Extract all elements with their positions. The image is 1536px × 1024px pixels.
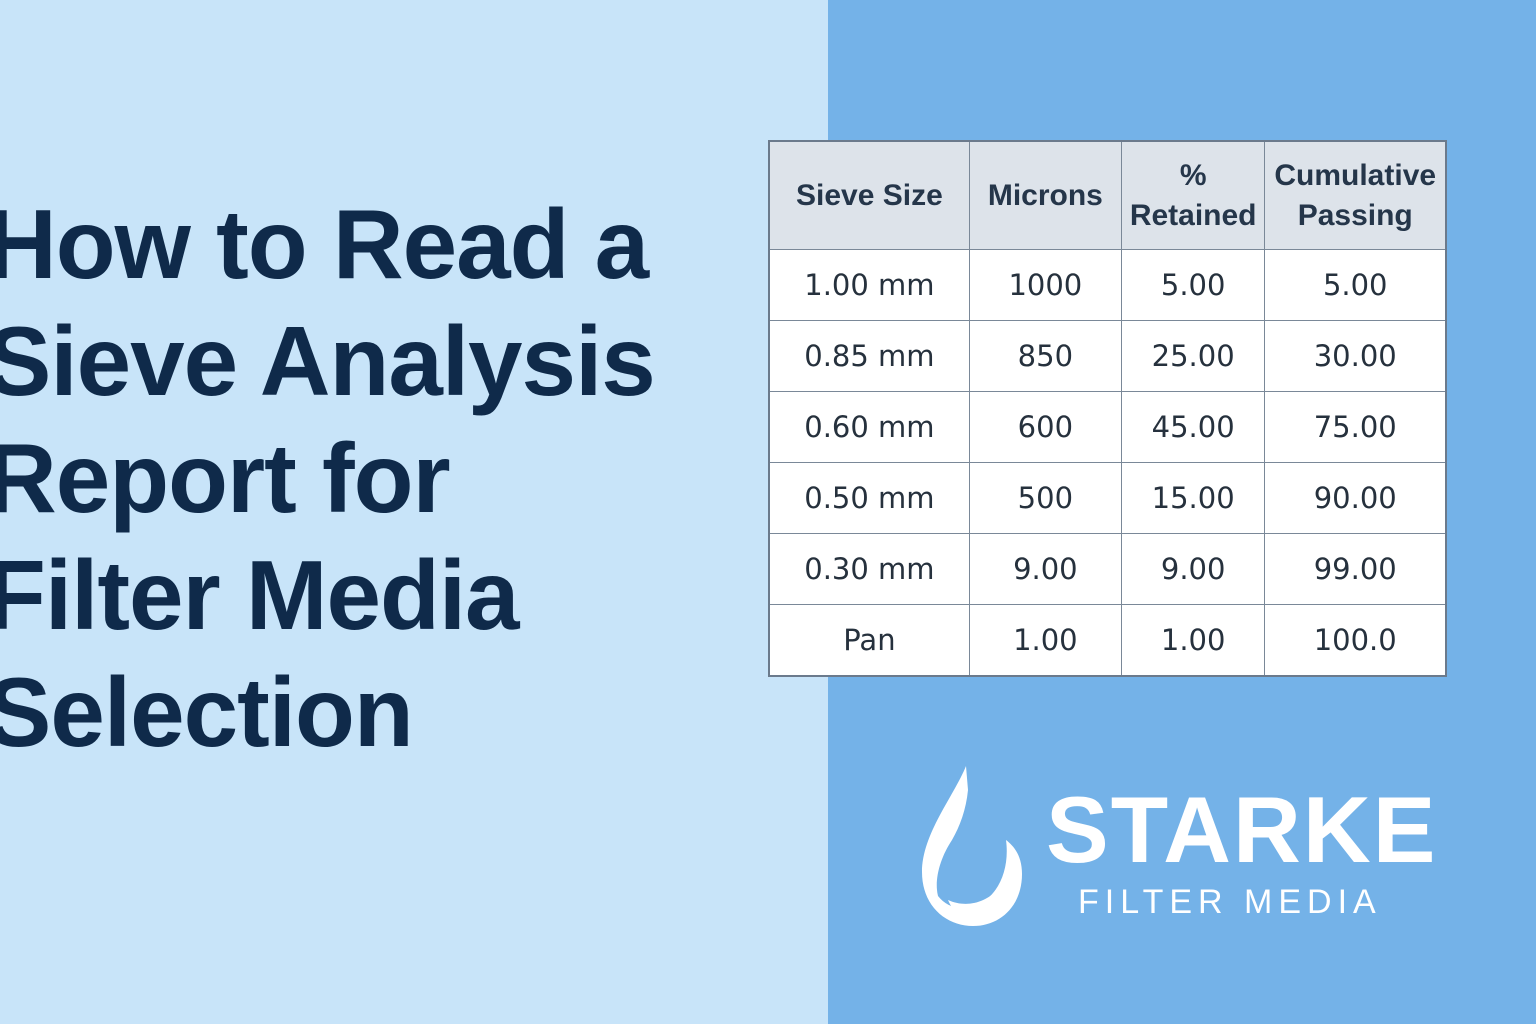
cell-percent-retained: 45.00 xyxy=(1120,391,1266,463)
water-drop-icon xyxy=(922,766,1022,926)
cell-sieve-size: 0.50 mm xyxy=(768,462,970,534)
sieve-analysis-table: Sieve Size Microns % Retained Cumulative… xyxy=(768,140,1447,677)
table-header-row: Sieve Size Microns % Retained Cumulative… xyxy=(768,140,1447,250)
brand-tagline: FILTER MEDIA xyxy=(1078,883,1382,921)
cell-cumulative-passing: 5.00 xyxy=(1264,249,1447,321)
brand-logo: STARKE FILTER MEDIA xyxy=(918,760,1438,940)
header-sieve-size: Sieve Size xyxy=(768,140,970,250)
title-line: Sieve Analysis xyxy=(0,306,656,416)
cell-microns: 850 xyxy=(968,320,1122,392)
cell-percent-retained: 1.00 xyxy=(1120,604,1266,677)
brand-name: STARKE xyxy=(1046,777,1438,882)
cell-cumulative-passing: 99.00 xyxy=(1264,533,1447,605)
cell-sieve-size: 1.00 mm xyxy=(768,249,970,321)
header-percent-retained-line2: Retained xyxy=(1129,198,1257,232)
cell-percent-retained: 25.00 xyxy=(1120,320,1266,392)
title-line: Report for xyxy=(0,423,451,533)
cell-sieve-size: 0.85 mm xyxy=(768,320,970,392)
title-line: Filter Media xyxy=(0,540,520,650)
header-cumulative-passing-line1: Cumulative xyxy=(1274,158,1437,192)
header-percent-retained: % Retained xyxy=(1120,140,1266,250)
page-title: How to Read a Sieve Analysis Report for … xyxy=(0,186,828,771)
cell-percent-retained: 9.00 xyxy=(1120,533,1266,605)
cell-microns: 500 xyxy=(968,462,1122,534)
cell-sieve-size: Pan xyxy=(768,604,970,677)
header-percent-retained-line1: % xyxy=(1179,158,1207,192)
table-row: Pan 1.00 1.00 100.0 xyxy=(768,604,1447,677)
cell-sieve-size: 0.30 mm xyxy=(768,533,970,605)
table-row: 0.50 mm 500 15.00 90.00 xyxy=(768,462,1447,534)
table-row: 0.30 mm 9.00 9.00 99.00 xyxy=(768,533,1447,605)
cell-percent-retained: 15.00 xyxy=(1120,462,1266,534)
cell-cumulative-passing: 30.00 xyxy=(1264,320,1447,392)
header-cumulative-passing-line2: Passing xyxy=(1297,198,1413,232)
cell-percent-retained: 5.00 xyxy=(1120,249,1266,321)
cell-cumulative-passing: 100.0 xyxy=(1264,604,1447,677)
table-row: 0.85 mm 850 25.00 30.00 xyxy=(768,320,1447,392)
cell-microns: 9.00 xyxy=(968,533,1122,605)
cell-cumulative-passing: 90.00 xyxy=(1264,462,1447,534)
cell-microns: 1.00 xyxy=(968,604,1122,677)
cell-microns: 1000 xyxy=(968,249,1122,321)
cell-microns: 600 xyxy=(968,391,1122,463)
cell-cumulative-passing: 75.00 xyxy=(1264,391,1447,463)
header-microns: Microns xyxy=(968,140,1122,250)
table-row: 0.60 mm 600 45.00 75.00 xyxy=(768,391,1447,463)
title-line: Selection xyxy=(0,657,414,767)
cell-sieve-size: 0.60 mm xyxy=(768,391,970,463)
table-row: 1.00 mm 1000 5.00 5.00 xyxy=(768,249,1447,321)
title-line: How to Read a xyxy=(0,189,649,299)
left-panel: How to Read a Sieve Analysis Report for … xyxy=(0,0,828,1024)
header-cumulative-passing: Cumulative Passing xyxy=(1264,140,1447,250)
